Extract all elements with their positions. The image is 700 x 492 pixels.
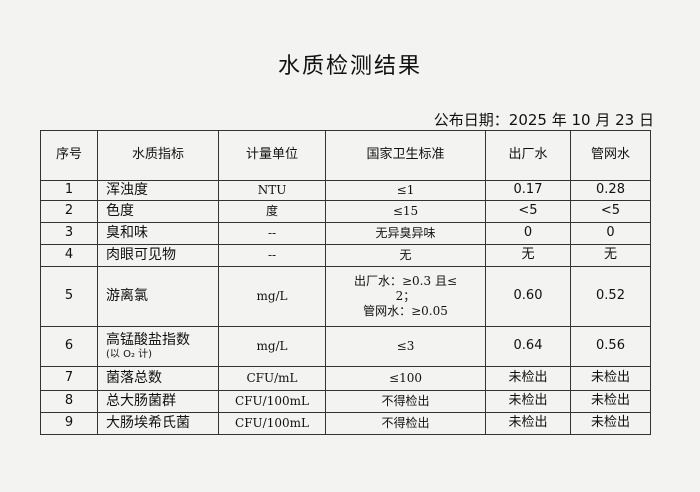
document-title: 水质检测结果 <box>277 54 422 79</box>
row-number: 1 <box>40 180 98 201</box>
header-standard: 国家卫生标准 <box>325 130 486 181</box>
item-cell: 游离氯 <box>97 266 219 327</box>
standard-value: ≤3 <box>396 339 415 353</box>
item-name: 游离氯 <box>106 287 148 304</box>
table-row: 7 菌落总数 CFU/mL ≤100 未检出 未检出 <box>40 366 651 391</box>
row-number: 7 <box>40 366 98 391</box>
table-row: 2 色度 度 ≤15 <5 <5 <box>40 200 651 223</box>
standard-value: 无异臭异味 <box>375 226 436 240</box>
item-cell: 肉眼可见物 <box>97 244 219 267</box>
unit-cell: -- <box>218 222 326 245</box>
header-unit: 计量单位 <box>218 130 326 181</box>
item-cell: 色度 <box>97 200 219 223</box>
unit-cell: -- <box>218 244 326 267</box>
item-name: 臭和味 <box>106 224 148 241</box>
table-row: 8 总大肠菌群 CFU/100mL 不得检出 未检出 未检出 <box>40 390 651 413</box>
table-row: 5 游离氯 mg/L 出厂水：≥0.3 且≤ 2； 管网水：≥0.05 0.60 0.52 <box>40 266 651 327</box>
standard-value-2: 管网水：≥0.05 <box>363 304 448 318</box>
standard-value: 不得检出 <box>381 416 430 430</box>
network-water-value: 0.52 <box>570 266 651 327</box>
row-number: 6 <box>40 326 98 367</box>
standard-value: ≤100 <box>389 371 422 385</box>
unit-cell: NTU <box>218 180 326 201</box>
publish-date: 公布日期：2025 年 10 月 23 日 <box>433 111 654 129</box>
table-row: 6 高锰酸盐指数 (以 O₂ 计) mg/L ≤3 0.64 0.56 <box>40 326 651 367</box>
plant-water-value: 无 <box>485 244 571 267</box>
network-water-value: 未检出 <box>570 412 651 435</box>
unit-cell: 度 <box>218 200 326 223</box>
standard-cell: ≤100 <box>325 366 486 391</box>
plant-water-value: 未检出 <box>485 366 571 391</box>
standard-cell: 不得检出 <box>325 412 486 435</box>
item-cell: 总大肠菌群 <box>97 390 219 413</box>
table-row: 3 臭和味 -- 无异臭异味 0 0 <box>40 222 651 245</box>
header-row: 序号 水质指标 计量单位 国家卫生标准 出厂水 管网水 <box>40 130 651 181</box>
standard-cell: 出厂水：≥0.3 且≤ 2； 管网水：≥0.05 <box>325 266 486 327</box>
item-cell: 高锰酸盐指数 (以 O₂ 计) <box>97 326 219 367</box>
standard-value: ≤15 <box>392 204 419 218</box>
item-cell: 浑浊度 <box>97 180 219 201</box>
standard-cell: ≤1 <box>325 180 486 201</box>
item-name: 大肠埃希氏菌 <box>106 414 190 431</box>
table-row: 1 浑浊度 NTU ≤1 0.17 0.28 <box>40 180 651 201</box>
standard-cell: 无异臭异味 <box>325 222 486 245</box>
item-cell: 大肠埃希氏菌 <box>97 412 219 435</box>
row-number: 2 <box>40 200 98 223</box>
item-cell: 菌落总数 <box>97 366 219 391</box>
unit-cell: CFU/100mL <box>218 412 326 435</box>
results-table: 序号 水质指标 计量单位 国家卫生标准 出厂水 管网水 1 浑浊度 NTU ≤1 0.1… <box>40 130 651 435</box>
standard-cell: 不得检出 <box>325 390 486 413</box>
row-number: 3 <box>40 222 98 245</box>
network-water-value: 0.28 <box>570 180 651 201</box>
item-name: 高锰酸盐指数 <box>106 331 190 348</box>
plant-water-value: 未检出 <box>485 390 571 413</box>
network-water-value: 0.56 <box>570 326 651 367</box>
table-row: 4 肉眼可见物 -- 无无无 <box>40 244 651 267</box>
item-note: (以 O₂ 计) <box>106 349 153 360</box>
network-water-value: 无 <box>570 244 651 267</box>
plant-water-value: 未检出 <box>485 412 571 435</box>
item-name: 浑浊度 <box>106 181 148 198</box>
standard-cell: ≤15 <box>325 200 486 223</box>
unit-cell: CFU/mL <box>218 366 326 391</box>
item-name: 色度 <box>106 202 134 219</box>
standard-value: ≤1 <box>396 183 415 197</box>
plant-water-value: <5 <box>485 200 571 223</box>
plant-water-value: 0.64 <box>485 326 571 367</box>
plant-water-value: 0.60 <box>485 266 571 327</box>
row-number: 5 <box>40 266 98 327</box>
standard-cell: 无 <box>325 244 486 267</box>
standard-value: 不得检出 <box>381 394 430 408</box>
row-number: 8 <box>40 390 98 413</box>
row-number: 4 <box>40 244 98 267</box>
row-number: 9 <box>40 412 98 435</box>
standard-value: 出厂水：≥0.3 且≤ 2； <box>353 274 457 303</box>
plant-water-value: 0 <box>485 222 571 245</box>
table-row: 9 大肠埃希氏菌 CFU/100mL 不得检出 未检出 未检出 <box>40 412 651 435</box>
item-name: 肉眼可见物 <box>106 246 176 263</box>
header-item: 水质指标 <box>97 130 219 181</box>
plant-water-value: 0.17 <box>485 180 571 201</box>
network-water-value: 0 <box>570 222 651 245</box>
header-network-water: 管网水 <box>570 130 651 181</box>
unit-cell: mg/L <box>218 266 326 327</box>
header-plant-water: 出厂水 <box>485 130 571 181</box>
item-name: 菌落总数 <box>106 369 162 386</box>
unit-cell: CFU/100mL <box>218 390 326 413</box>
item-name: 总大肠菌群 <box>106 392 176 409</box>
unit-cell: mg/L <box>218 326 326 367</box>
header-no: 序号 <box>40 130 98 181</box>
network-water-value: <5 <box>570 200 651 223</box>
network-water-value: 未检出 <box>570 390 651 413</box>
network-water-value: 未检出 <box>570 366 651 391</box>
standard-value: 无 <box>399 248 412 262</box>
item-cell: 臭和味 <box>97 222 219 245</box>
standard-cell: ≤3 <box>325 326 486 367</box>
